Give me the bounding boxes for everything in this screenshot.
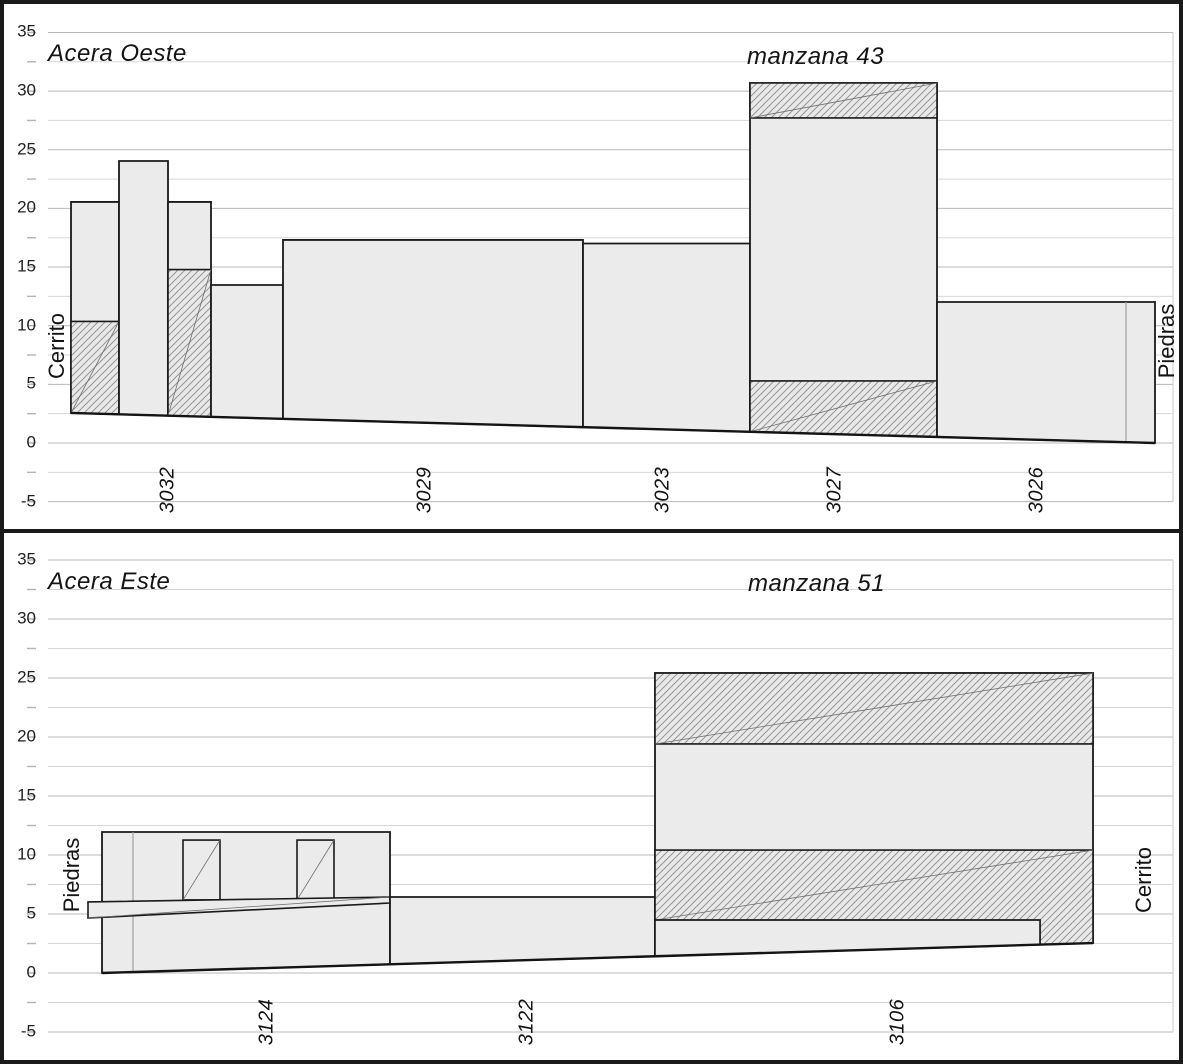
y-axis-label: 15	[17, 256, 36, 276]
chart-divider-line	[0, 529, 1183, 533]
y-axis-label: -5	[20, 491, 36, 511]
y-axis-label: 25	[17, 139, 36, 159]
section-diagonal	[167, 269, 212, 416]
chart-title-manzana-43: manzana 43	[747, 43, 885, 70]
chart-title-acera-este: Acera Este	[48, 568, 171, 595]
y-axis-label: 5	[26, 903, 36, 923]
x-axis-label-3029: 3029	[413, 466, 436, 514]
ground-line	[101, 941, 1094, 975]
y-axis-label: 30	[17, 608, 36, 628]
section-diagonal	[70, 321, 120, 414]
chart-title-manzana-51: manzana 51	[748, 570, 886, 597]
y-axis-label: 5	[26, 373, 36, 393]
x-axis-label-3026: 3026	[1025, 466, 1048, 514]
section-diagonal	[654, 849, 1094, 921]
street-label-cerrito-oeste: Cerrito	[44, 312, 69, 380]
y-axis-label: 0	[26, 962, 36, 982]
y-axis-label: 0	[26, 432, 36, 452]
y-axis-label: 35	[17, 22, 36, 42]
section-diagonal	[296, 839, 335, 901]
y-axis-label: 25	[17, 667, 36, 687]
y-axis-label: 20	[17, 726, 36, 746]
section-diagonal	[87, 896, 391, 919]
y-axis-label: 10	[17, 844, 36, 864]
chart-title-acera-oeste: Acera Oeste	[48, 40, 187, 67]
street-label-cerrito-este: Cerrito	[1131, 846, 1156, 914]
x-axis-label-3023: 3023	[651, 466, 674, 514]
y-axis-label: 15	[17, 785, 36, 805]
section-diagonal	[749, 82, 938, 119]
y-axis-label: -5	[20, 1021, 36, 1041]
y-axis-label: 30	[17, 80, 36, 100]
section-diagonal	[654, 672, 1094, 745]
x-axis-label-3106: 3106	[886, 998, 909, 1046]
y-axis-label: 20	[17, 197, 36, 217]
section-diagonal	[749, 380, 938, 433]
x-axis-label-3122: 3122	[515, 998, 538, 1046]
y-axis-label: 10	[17, 315, 36, 335]
y-axis-label: 35	[17, 549, 36, 569]
x-axis-label-3124: 3124	[255, 998, 278, 1046]
street-label-piedras-oeste: Piedras	[1154, 303, 1179, 379]
ground-line	[70, 411, 1156, 445]
street-label-piedras-este: Piedras	[59, 837, 84, 913]
x-axis-label-3032: 3032	[156, 466, 179, 514]
section-diagonal	[182, 839, 221, 901]
x-axis-label-3027: 3027	[823, 466, 846, 514]
